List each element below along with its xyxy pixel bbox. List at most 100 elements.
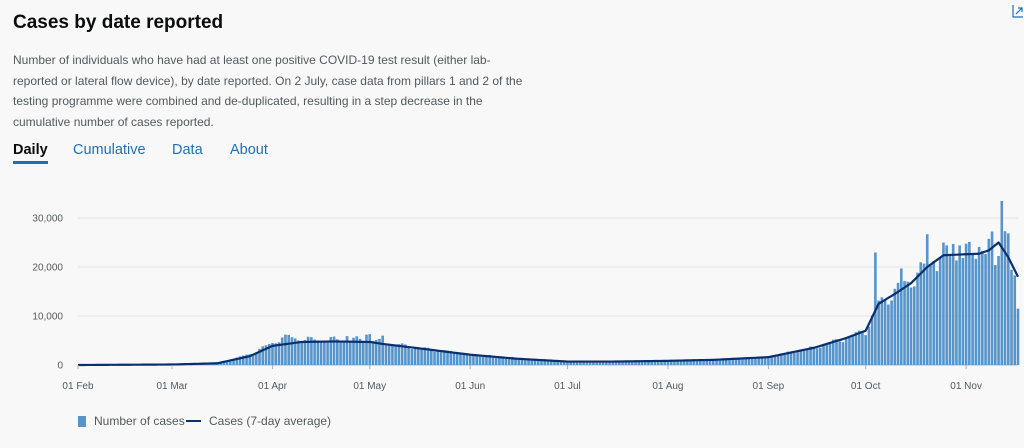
legend-label-bars: Number of cases (94, 414, 185, 428)
case-bar (864, 335, 867, 365)
case-bar (566, 361, 569, 365)
case-bar (442, 350, 446, 365)
expand-icon[interactable] (1012, 4, 1024, 18)
x-tick-label: 01 Nov (950, 381, 982, 392)
case-bar (459, 354, 462, 365)
axes: 0 10,000 20,000 30,000 01 Feb 01 Mar 01 Apr 01 … (32, 214, 982, 393)
case-bar (549, 360, 553, 365)
case-bar (222, 360, 226, 365)
case-bar (488, 354, 491, 365)
case-bar (326, 340, 329, 365)
case-bar (378, 338, 381, 365)
case-bar (861, 333, 864, 365)
case-bar (835, 339, 838, 365)
average-line (77, 241, 1019, 367)
case-bar (559, 360, 563, 365)
case-bar (400, 343, 404, 365)
case-bar (637, 361, 641, 365)
case-bar (815, 348, 819, 365)
x-tick-label: 01 Aug (652, 381, 683, 392)
case-bar (579, 361, 582, 365)
case-bar (368, 334, 372, 365)
case-bar (783, 353, 786, 365)
case-bar (673, 360, 676, 365)
case-bar (789, 352, 793, 365)
case-bar (313, 339, 316, 365)
case-bar (585, 361, 589, 365)
case-bar (507, 357, 511, 365)
case-bar (857, 330, 861, 365)
case-bar (394, 344, 397, 365)
case-bar (708, 360, 712, 365)
case-bar (990, 231, 994, 365)
case-bar (660, 361, 663, 365)
case-bar (397, 344, 401, 365)
case-bar (773, 356, 777, 365)
case-bar (925, 234, 929, 365)
case-bar (280, 337, 284, 365)
case-bar (297, 340, 300, 365)
case-bar (540, 359, 543, 365)
case-bar (348, 340, 352, 365)
case-bar (844, 339, 848, 365)
case-bar (867, 326, 871, 365)
case-bar (793, 352, 796, 365)
case-bar (702, 359, 705, 365)
case-bar (462, 352, 466, 365)
tab-cumulative[interactable]: Cumulative (73, 142, 146, 158)
case-bar (287, 334, 290, 365)
case-bar (575, 361, 579, 365)
case-bar (323, 341, 326, 365)
case-bar (848, 336, 851, 365)
case-bar (404, 344, 407, 365)
case-bar (971, 253, 974, 365)
case-bar (261, 346, 265, 365)
case-bar (893, 288, 897, 365)
case-bar (1000, 200, 1004, 365)
case-bar (935, 271, 939, 365)
case-bar (938, 258, 942, 365)
case-bar (818, 347, 822, 365)
case-bar (300, 342, 303, 365)
tab-about[interactable]: About (230, 142, 268, 158)
case-bar (767, 357, 770, 365)
case-bar (750, 358, 754, 365)
case-bar (381, 335, 384, 365)
x-tick-label: 01 Mar (156, 381, 188, 392)
case-bar (384, 344, 388, 365)
case-bar (987, 238, 991, 365)
y-tick-label: 30,000 (32, 214, 63, 225)
case-bar (883, 299, 887, 365)
tab-daily[interactable]: Daily (13, 142, 48, 164)
grid-lines (78, 217, 1018, 366)
case-bar (977, 246, 981, 365)
case-bar (682, 360, 686, 365)
daily-cases-chart: 0 10,000 20,000 30,000 01 Feb 01 Mar 01 Apr 01 … (32, 200, 1020, 393)
case-bar (533, 358, 537, 365)
case-bar (870, 315, 874, 365)
case-bar (524, 359, 527, 365)
case-bar (731, 359, 735, 365)
case-bar (248, 354, 252, 365)
case-bar (780, 354, 783, 365)
case-bar (572, 361, 576, 365)
case-bar (446, 350, 449, 365)
case-bar (614, 362, 618, 365)
case-bar (543, 360, 547, 365)
case-bar (514, 357, 517, 365)
y-tick-label: 0 (57, 361, 63, 372)
case-bar (569, 361, 572, 365)
case-bar (770, 357, 773, 365)
case-bar (517, 358, 521, 365)
case-bar (245, 354, 248, 365)
case-bar (553, 360, 556, 365)
tab-data[interactable]: Data (172, 142, 203, 158)
chart-description: Number of individuals who have had at le… (13, 53, 523, 129)
case-bar (812, 346, 816, 365)
case-bar (643, 361, 647, 365)
case-bar (932, 261, 936, 365)
case-bar (605, 361, 608, 365)
case-bar (413, 348, 417, 365)
case-bar (692, 359, 696, 365)
